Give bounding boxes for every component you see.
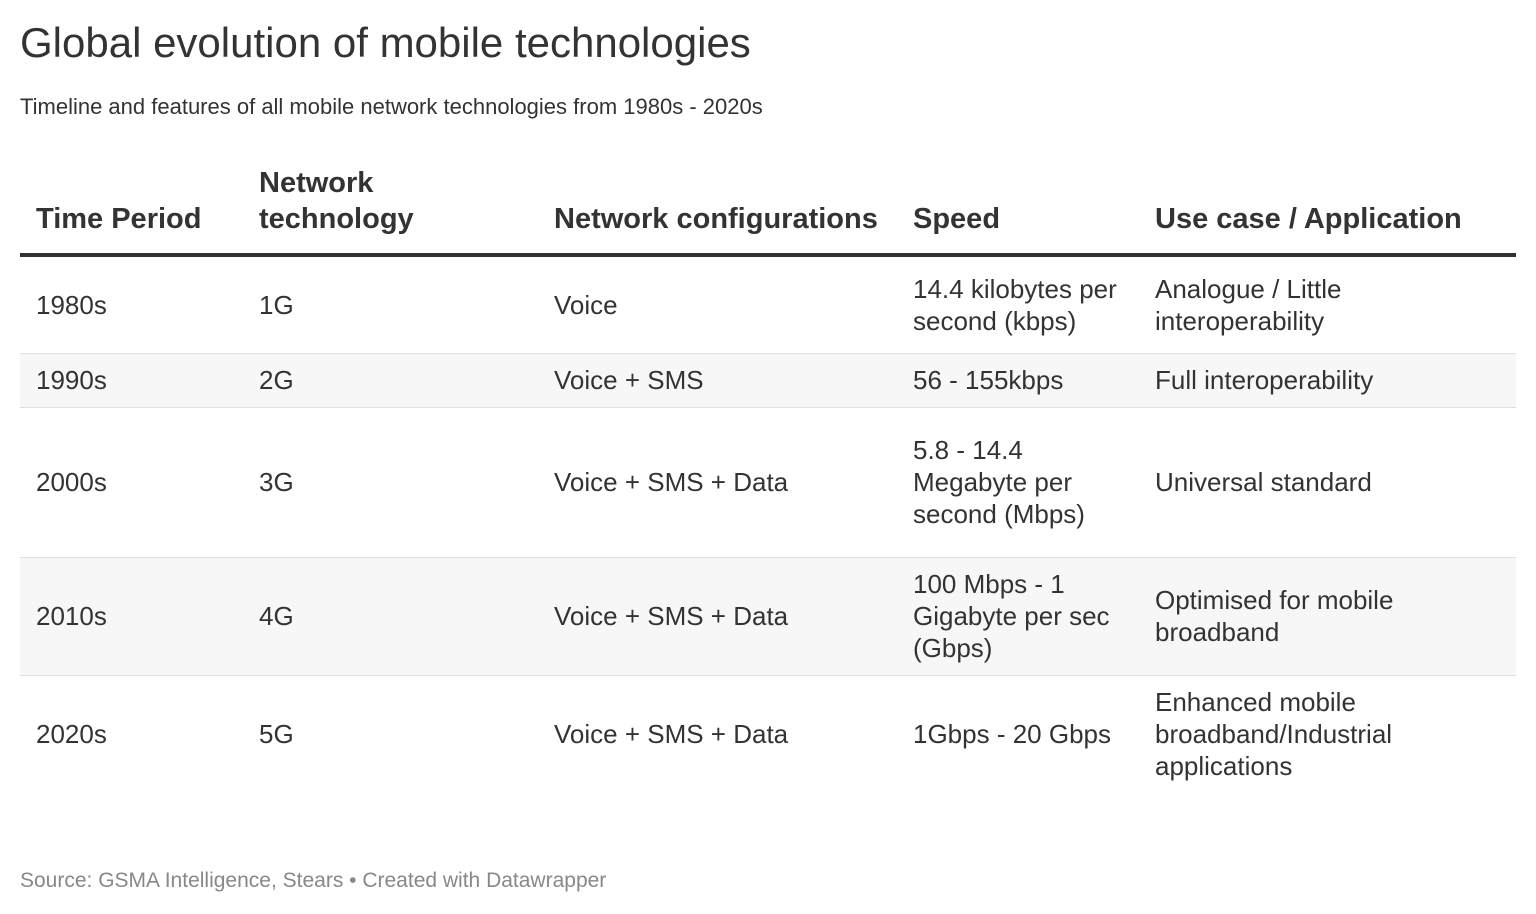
column-header-use-case[interactable]: Use case / Application [1139,165,1516,257]
cell-speed: 14.4 kilobytes per second (kbps) [897,255,1139,354]
table-body: 1980s 1G Voice 14.4 kilobytes per second… [20,255,1516,793]
cell-time-period: 1990s [20,353,243,408]
cell-network-technology: 5G [259,719,294,750]
cell-network-configurations: Voice + SMS + Data [538,557,897,676]
table-row: 2000s 3G Voice + SMS + Data 5.8 - 14.4 M… [20,407,1516,558]
table-row: 2010s 4G Voice + SMS + Data 100 Mbps - 1… [20,557,1516,676]
cell-use-case: Enhanced mobile broadband/Industrial app… [1155,687,1393,782]
column-header-network-technology[interactable]: Network technology [243,165,538,257]
cell-network-configurations: Voice + SMS + Data [538,407,897,558]
chart-title: Global evolution of mobile technologies [20,19,751,66]
cell-speed: 100 Mbps - 1 Gigabyte per sec (Gbps) [897,557,1139,676]
cell-speed: 56 - 155kbps [897,353,1139,408]
header-row: Time Period Network technology Network c… [20,165,1516,257]
cell-network-configurations: Voice + SMS [538,353,897,408]
table-row: 1990s 2G Voice + SMS 56 - 155kbps Full i… [20,353,1516,408]
cell-use-case: Optimised for mobile broadband [1139,557,1516,676]
cell-network-technology: 3G [243,407,538,558]
cell-network-technology: 2G [243,353,538,408]
cell-time-period: 2000s [20,407,243,558]
chart-subtitle: Timeline and features of all mobile netw… [20,94,763,119]
cell-use-case: Analogue / Little interoperability [1139,255,1516,354]
source-note: Source: GSMA Intelligence, Stears • Crea… [20,869,607,892]
cell-speed: 5.8 - 14.4 Megabyte per second (Mbps) [897,407,1139,558]
cell-network-technology: 1G [243,255,538,354]
cell-use-case: Universal standard [1139,407,1516,558]
column-header-speed[interactable]: Speed [897,165,1139,257]
cell-use-case: Full interoperability [1139,353,1516,408]
column-header-network-configurations[interactable]: Network configurations [538,165,897,257]
table-row: 1980s 1G Voice 14.4 kilobytes per second… [20,255,1516,354]
data-table: Time Period Network technology Network c… [20,165,1516,793]
cell-time-period: 2010s [20,557,243,676]
table-header: Time Period Network technology Network c… [20,165,1516,257]
table-row: 2020s 5G Voice + SMS + Data 1Gbps - 20 G… [20,675,1516,793]
cell-time-period: 1980s [20,255,243,354]
cell-network-technology: 4G [243,557,538,676]
data-table-container: Time Period Network technology Network c… [20,165,1516,793]
cell-network-configurations: Voice [538,255,897,354]
cell-time-period: 2020s [36,719,107,750]
column-header-time-period[interactable]: Time Period [20,165,243,257]
cell-speed: 1Gbps - 20 Gbps [913,719,1111,750]
cell-network-configurations: Voice + SMS + Data [554,719,789,750]
